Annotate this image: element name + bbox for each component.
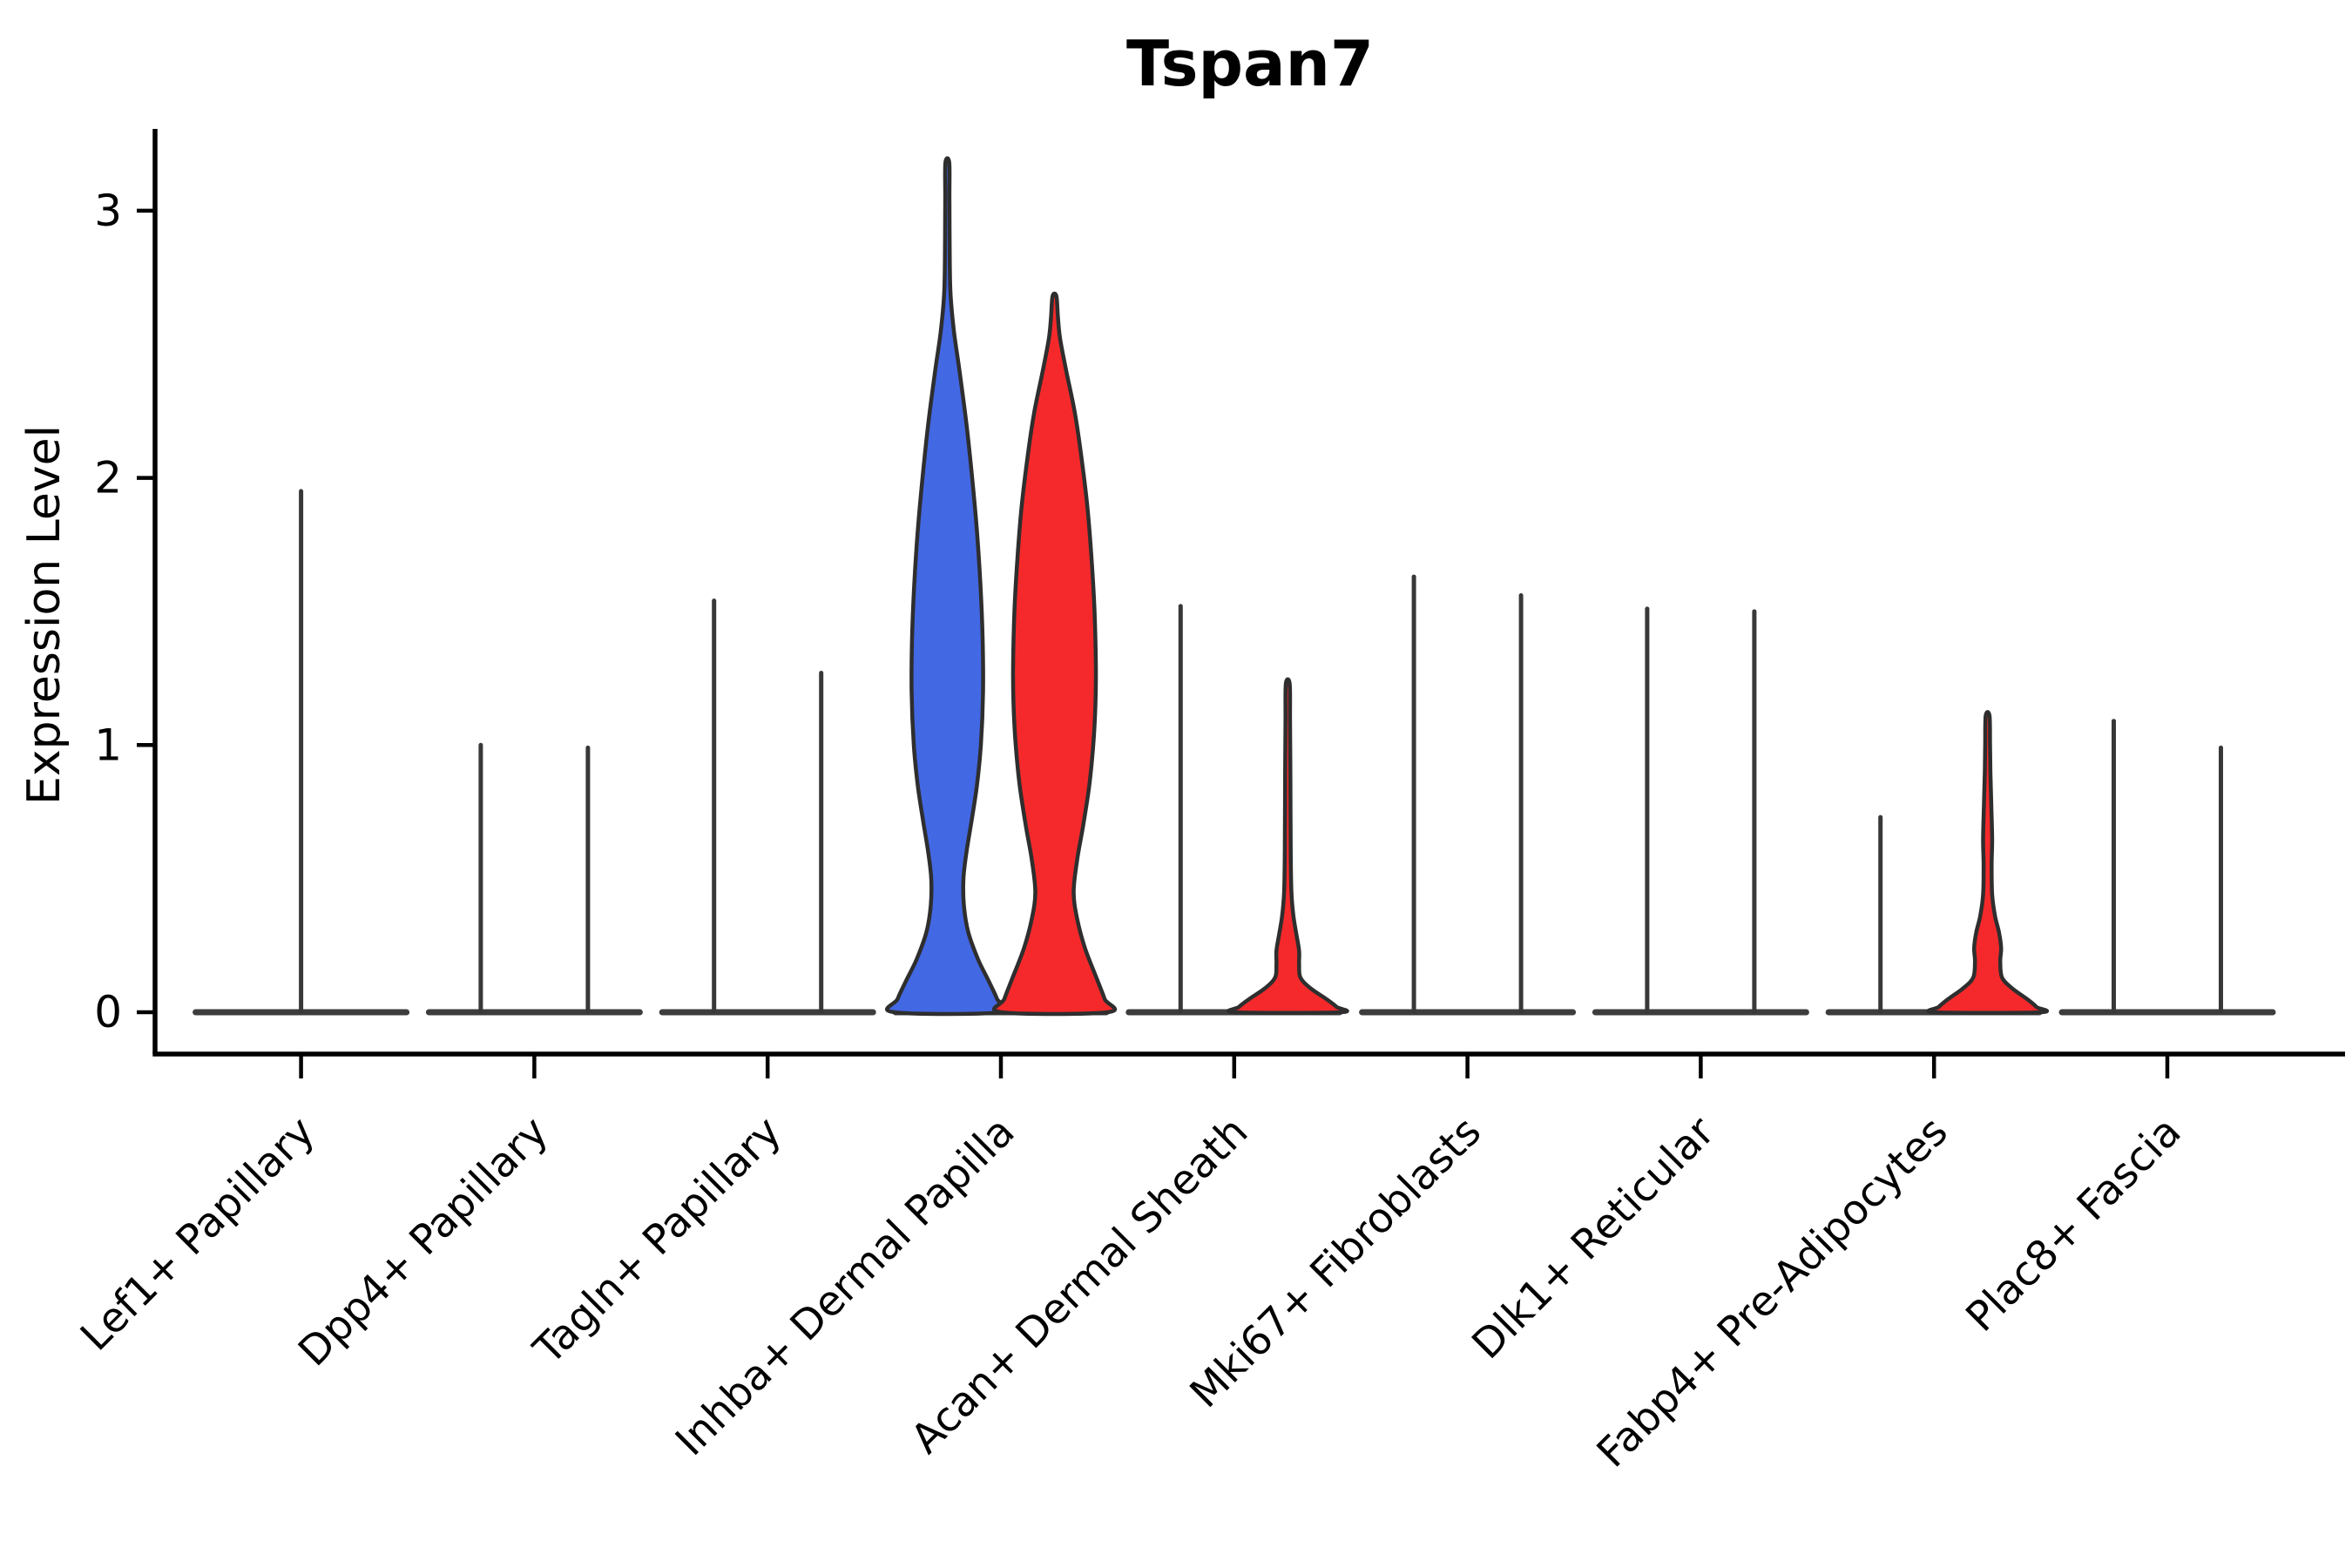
y-tick-label: 1	[94, 720, 122, 770]
x-category-label: Plac8+ Fascia	[1957, 1108, 2191, 1342]
x-category-label: Dlk1+ Reticular	[1463, 1107, 1724, 1369]
y-tick-label: 0	[94, 987, 122, 1037]
x-category-label: Lef1+ Papillary	[71, 1108, 324, 1361]
x-category-label: Dpp4+ Papillary	[289, 1108, 558, 1376]
y-axis-title: Expression Level	[18, 425, 71, 805]
violin-shape	[885, 156, 1010, 1017]
violin-shape	[1227, 677, 1349, 1015]
violin-shape	[992, 291, 1117, 1017]
violin-layer	[193, 156, 2276, 1017]
y-tick-label: 3	[94, 186, 122, 236]
plot-title: Tspan7	[1126, 27, 1374, 100]
x-category-label: Tagln+ Papillary	[524, 1108, 791, 1375]
y-tick-label: 2	[94, 453, 122, 504]
violin-shape	[1926, 710, 2049, 1015]
axes-layer: 0 1 2 3	[94, 129, 2345, 1078]
